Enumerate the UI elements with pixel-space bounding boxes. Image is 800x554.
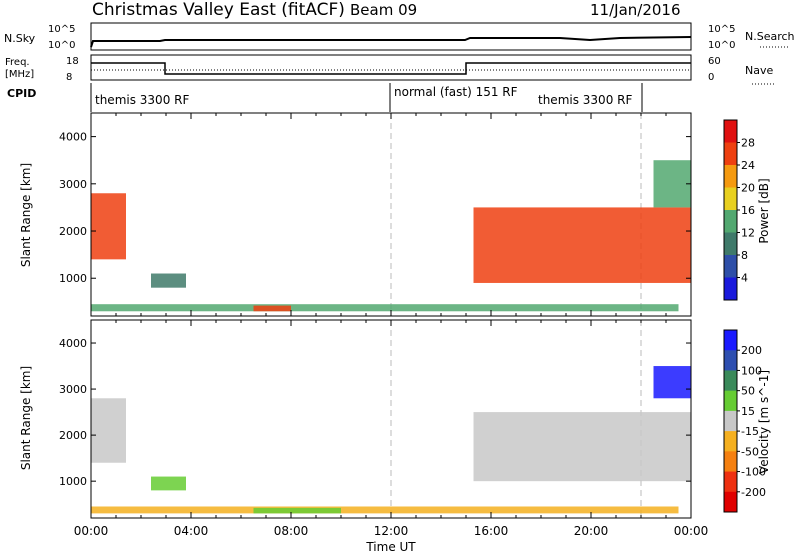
beam-label: Beam 09 (350, 1, 417, 19)
nsearch-label: N.Search (745, 30, 795, 43)
nave-tick-top: 60 (708, 56, 721, 67)
velocity-echo-region (253, 507, 341, 514)
velocity-colorbar-segment (724, 370, 737, 392)
power-colorbar-label: 12 (741, 227, 755, 240)
velocity-xtick-label: 20:00 (574, 524, 609, 538)
power-colorbar-segment (724, 120, 737, 143)
velocity-ylabel: Slant Range [km] (19, 366, 33, 470)
power-ylabel: Slant Range [km] (19, 163, 33, 267)
velocity-colorbar-segment (724, 451, 737, 473)
velocity-colorbar-label: -50 (741, 445, 759, 458)
velocity-colorbar-segment (724, 471, 737, 493)
velocity-colorbar-segment (724, 350, 737, 371)
nsearch-tick-top: 10^5 (708, 24, 735, 35)
velocity-colorbar-label: -100 (741, 466, 766, 479)
freq-tick-top: 18 (66, 56, 79, 67)
cpid-segment-2: normal (fast) 151 RF (394, 85, 518, 99)
velocity-echo-region (653, 366, 691, 399)
freq-label-2: [MHz] (5, 69, 34, 80)
power-colorbar-segment (724, 255, 737, 278)
velocity-colorbar-label: -15 (741, 425, 759, 438)
date-label: 11/Jan/2016 (590, 1, 681, 19)
nsky-strip-frame (90, 22, 692, 51)
freq-strip-frame (90, 54, 692, 81)
power-colorbar-label: 8 (741, 249, 748, 262)
power-colorbar-segment (724, 187, 737, 211)
velocity-echo-region (151, 476, 186, 491)
velocity-colorbar-segment (724, 410, 737, 432)
power-colorbar-label: 4 (741, 272, 748, 285)
velocity-xtick-label: 04:00 (174, 524, 209, 538)
power-colorbar-label: 16 (741, 204, 755, 217)
velocity-colorbar-label: 200 (741, 344, 762, 357)
power-echo-region (473, 207, 691, 283)
power-colorbar-segment (724, 142, 737, 166)
velocity-panel: 1000 2000 3000 4000 00:00 04:00 08:00 12:00 16:0… (59, 319, 766, 538)
velocity-echo-region (91, 398, 126, 463)
velocity-ytick-label: 2000 (59, 429, 87, 442)
velocity-echo-region (473, 412, 691, 482)
freq-label-1: Freq. (5, 57, 30, 68)
power-colorbar-segment (724, 277, 737, 301)
nsky-line (90, 36, 692, 48)
power-ytick-label: 1000 (59, 272, 87, 285)
power-ytick-label: 2000 (59, 225, 87, 238)
freq-line (91, 62, 691, 75)
nsearch-tick-bottom: 10^0 (708, 40, 735, 51)
power-colorbar-label: 20 (741, 182, 755, 195)
velocity-ytick-label: 4000 (59, 337, 87, 350)
velocity-xtick-label: 16:00 (474, 524, 509, 538)
freq-tick-bottom: 8 (66, 72, 72, 83)
velocity-xtick-label: 08:00 (274, 524, 309, 538)
power-ytick-label: 3000 (59, 178, 87, 191)
velocity-xtick-label: 00:00 (674, 524, 709, 538)
velocity-colorbar-segment (724, 390, 737, 412)
power-echo-region (253, 305, 291, 312)
plot-title: Christmas Valley East (fitACF) (92, 0, 345, 20)
power-echo-region (91, 304, 679, 312)
velocity-colorbar-label: 50 (741, 385, 755, 398)
cpid-segment-1: themis 3300 RF (95, 93, 189, 107)
velocity-colorbar-label: 100 (741, 364, 762, 377)
velocity-colorbar-label: 15 (741, 405, 755, 418)
power-ytick-label: 4000 (59, 131, 87, 144)
x-axis-label: Time UT (365, 540, 416, 554)
velocity-colorbar-segment (724, 431, 737, 452)
velocity-colorbar-label: -200 (741, 486, 766, 499)
power-echo-region (151, 273, 186, 288)
power-panel: 1000 2000 3000 4000 4 8 12 16 20 24 28 (59, 112, 755, 317)
velocity-colorbar-segment (724, 491, 737, 513)
cpid-label: CPID (7, 87, 36, 100)
nsky-tick-bottom: 10^0 (48, 40, 75, 51)
cpid-segment-3: themis 3300 RF (538, 93, 632, 107)
velocity-colorbar-frame (723, 329, 738, 513)
velocity-ytick-label: 1000 (59, 475, 87, 488)
velocity-xtick-label: 12:00 (374, 524, 409, 538)
power-echo-region (653, 160, 691, 208)
velocity-colorbar-segment (724, 330, 737, 351)
power-colorbar-segment (724, 165, 737, 188)
nsky-tick-top: 10^5 (48, 24, 75, 35)
power-colorbar-label: 24 (741, 159, 755, 172)
velocity-colorbar-label: Velocity [m s^-1] (757, 370, 771, 474)
power-colorbar-label: Power [dB] (757, 178, 771, 243)
nave-label: Nave (745, 64, 773, 77)
power-colorbar-label: 28 (741, 137, 755, 150)
velocity-echo-region (91, 506, 679, 514)
velocity-xtick-label: 00:00 (74, 524, 109, 538)
power-echo-region (91, 193, 126, 260)
power-colorbar-segment (724, 210, 737, 233)
nsky-label: N.Sky (4, 32, 36, 45)
velocity-ytick-label: 3000 (59, 383, 87, 396)
power-colorbar-segment (724, 232, 737, 256)
nave-tick-bottom: 0 (708, 72, 714, 83)
